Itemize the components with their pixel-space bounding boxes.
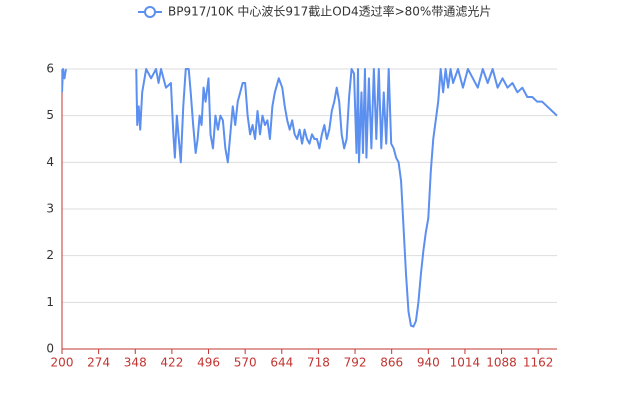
x-tick-label: 718 <box>307 356 330 370</box>
data-line <box>62 68 558 328</box>
x-tick-label: 792 <box>344 356 367 370</box>
x-tick-label: 422 <box>160 356 183 370</box>
y-tick-label: 4 <box>46 155 54 169</box>
y-tick-label: 0 <box>46 342 54 356</box>
y-tick-label: 2 <box>46 248 54 262</box>
x-tick-label: 1014 <box>450 356 481 370</box>
x-tick-label: 1088 <box>486 356 517 370</box>
y-tick-label: 5 <box>46 108 54 122</box>
x-tick-label: 570 <box>234 356 257 370</box>
y-tick-label: 1 <box>46 295 54 309</box>
y-tick-label: 6 <box>46 62 54 76</box>
x-tick-label: 348 <box>124 356 147 370</box>
legend-symbol <box>144 6 156 18</box>
legend-label: BP917/10K 中心波长917截止OD4透过率>80%带通滤光片 <box>168 4 491 19</box>
x-tick-label: 274 <box>87 356 110 370</box>
x-tick-label: 940 <box>417 356 440 370</box>
x-tick-label: 866 <box>380 356 403 370</box>
x-tick-label: 1162 <box>523 356 554 370</box>
x-tick-label: 644 <box>270 356 293 370</box>
x-tick-label: 200 <box>51 356 74 370</box>
y-tick-label: 3 <box>46 202 54 216</box>
x-tick-label: 496 <box>197 356 220 370</box>
